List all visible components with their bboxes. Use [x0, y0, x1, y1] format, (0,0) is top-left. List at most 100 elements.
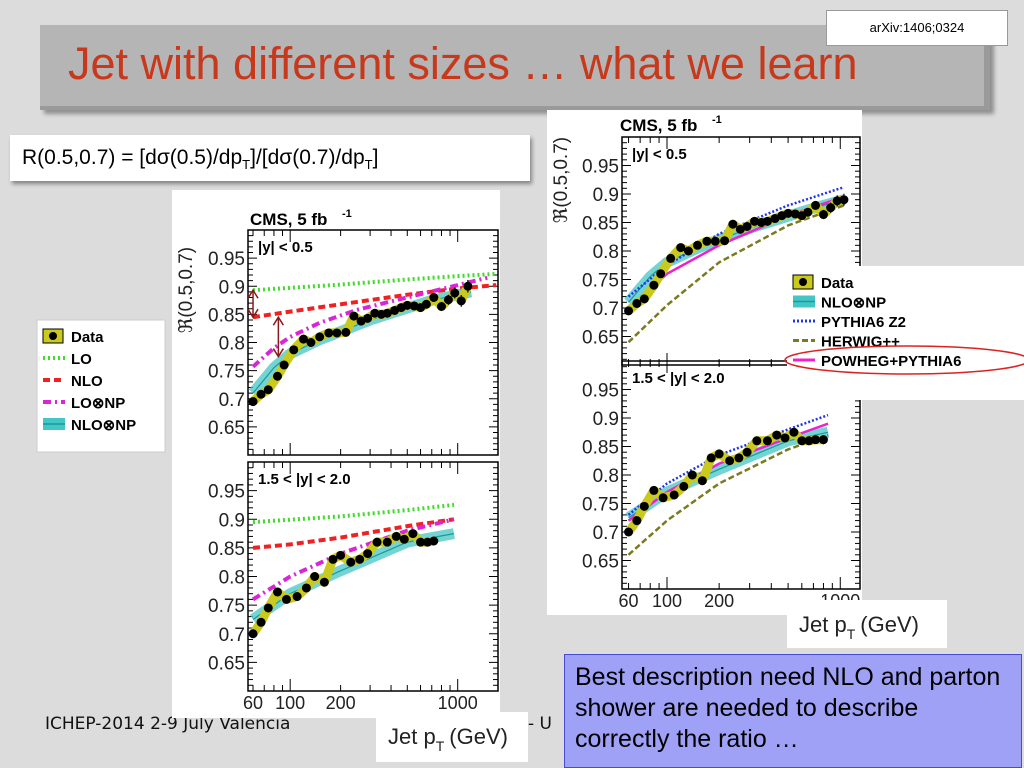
data-point — [783, 208, 793, 218]
data-point — [298, 334, 308, 344]
data-point — [436, 302, 446, 311]
data-point — [281, 594, 291, 604]
data-point — [624, 527, 634, 537]
data-point — [248, 397, 258, 407]
y-tick-label: 0.65 — [208, 653, 245, 674]
y-tick-label: 0.65 — [582, 328, 619, 349]
data-point — [649, 485, 659, 495]
data-point — [679, 481, 689, 491]
x-tick-label: 1000 — [438, 693, 478, 713]
data-point — [391, 531, 401, 541]
y-tick-label: 0.75 — [582, 271, 619, 292]
series-herwig-line — [627, 204, 845, 344]
data-point — [789, 427, 799, 437]
x-tick-label: 200 — [704, 591, 734, 611]
data-point — [742, 447, 752, 457]
experiment-label: CMS, 5 fb — [620, 116, 697, 135]
y-tick-label: 0.9 — [219, 277, 245, 298]
data-point — [656, 269, 666, 279]
y-tick-label: 0.75 — [208, 362, 245, 383]
data-point — [624, 306, 634, 316]
panel: 0.650.70.750.80.850.90.956010020010001.5… — [582, 360, 861, 611]
y-tick-label: 0.75 — [208, 596, 245, 617]
x-label-box — [787, 600, 947, 648]
data-point — [826, 203, 836, 213]
y-tick-label: 0.7 — [593, 299, 619, 320]
legend-label: NLO⊗NP — [71, 417, 136, 434]
data-point — [728, 219, 738, 229]
x-label-main: Jet p — [799, 612, 847, 637]
series-group — [248, 502, 455, 639]
double-arrow — [272, 315, 284, 358]
data-point — [780, 433, 790, 443]
y-tick-label: 0.85 — [582, 438, 619, 459]
y-tick-label: 0.7 — [219, 625, 245, 646]
experiment-label-sup: -1 — [712, 114, 722, 126]
data-point — [706, 453, 716, 463]
y-tick-label: 0.65 — [582, 552, 619, 573]
figure-left: 0.650.70.750.80.850.90.95|y| < 0.50.650.… — [36, 190, 528, 762]
formula-part: ] — [372, 146, 379, 169]
data-point — [272, 587, 282, 597]
data-point — [272, 371, 282, 381]
x-label-box — [376, 712, 528, 762]
ratio-definition: R(0.5,0.7) = [dσ(0.5)/dpT]/[dσ(0.7)/dpT] — [10, 135, 530, 181]
data-point — [676, 243, 686, 253]
data-point — [372, 537, 382, 547]
data-point — [319, 577, 329, 587]
data-point — [279, 360, 289, 370]
slide-title: Jet with different sizes … what we learn — [68, 38, 858, 89]
data-point — [832, 196, 842, 206]
data-point — [336, 550, 346, 560]
series-pythia-line — [627, 186, 845, 298]
data-point — [443, 295, 453, 305]
data-point — [632, 516, 642, 526]
legend: Data LO NLO LO⊗NP NLO⊗NP — [36, 319, 166, 453]
x-axis-label: Jet pT (GeV) — [799, 612, 919, 642]
data-point — [683, 246, 693, 256]
data-point — [463, 281, 473, 291]
legend-label: HERWIG++ — [821, 334, 900, 351]
data-point — [639, 294, 649, 304]
data-point — [697, 476, 707, 486]
data-point — [429, 536, 439, 546]
legend-label: LO — [71, 351, 92, 368]
data-point — [714, 449, 724, 459]
legend-box — [787, 266, 1024, 400]
region-label: |y| < 0.5 — [258, 239, 313, 256]
data-point — [450, 288, 460, 298]
data-point — [256, 389, 266, 399]
y-tick-label: 0.95 — [208, 249, 245, 270]
data-point — [762, 436, 772, 446]
panel: 0.65 0.7 0.75 0.8 0.85 0.9 0.95 |y| < 0.5 — [582, 136, 861, 366]
data-point — [669, 490, 679, 500]
x-label-sub: T — [847, 626, 856, 642]
data-point — [632, 298, 642, 308]
data-point — [710, 236, 720, 246]
legend-label: POWHEG+PYTHIA6 — [821, 353, 961, 370]
y-tick-label: 0.9 — [593, 185, 619, 206]
data-point — [797, 436, 807, 446]
y-tick-label: 0.7 — [593, 523, 619, 544]
data-point — [666, 253, 676, 263]
region-label: 1.5 < |y| < 2.0 — [632, 370, 725, 387]
region-label: |y| < 0.5 — [632, 146, 687, 163]
legend-data-dot — [799, 278, 807, 286]
x-label-sub: T — [436, 738, 445, 754]
footer-partial-text: - U — [528, 714, 552, 734]
data-point — [770, 214, 780, 224]
data-point — [263, 603, 273, 613]
data-point — [429, 293, 439, 302]
data-point — [382, 308, 392, 318]
data-syst-band — [249, 529, 435, 637]
y-tick-label: 0.9 — [219, 510, 245, 531]
data-point — [349, 311, 359, 321]
legend-label: Data — [71, 329, 104, 346]
data-point — [263, 385, 273, 395]
x-label-main: Jet p — [388, 724, 436, 749]
panel: 0.65 0.7 0.75 0.8 0.85 0.9 0.95 |y| < 0.5 — [208, 229, 499, 456]
y-axis-label: ℜ(0.5,0.7) — [176, 247, 197, 333]
arrow-heads — [272, 315, 284, 358]
